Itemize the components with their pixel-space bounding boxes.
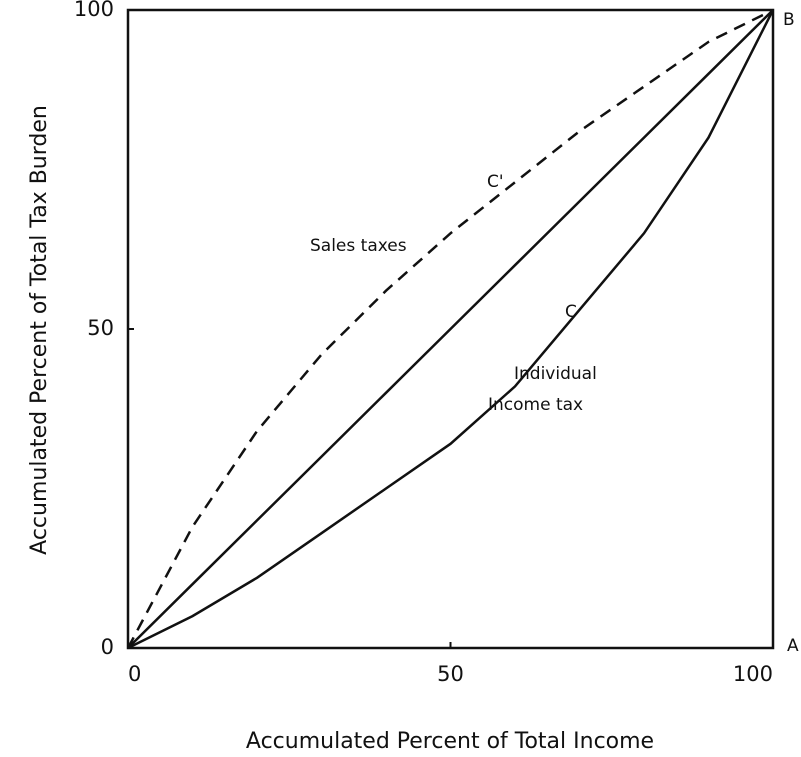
- series-label: C: [565, 302, 577, 322]
- series-line: [126, 8, 774, 649]
- y-tick-label: 0: [101, 635, 114, 659]
- y-axis-title: Accumulated Percent of Total Tax Burden: [27, 105, 52, 555]
- y-tick-label: 50: [87, 316, 114, 340]
- series-line: [127, 9, 774, 649]
- series-label: C': [487, 172, 504, 192]
- annotation: Individual: [514, 364, 597, 384]
- y-tick-label: 100: [74, 0, 114, 21]
- x-axis-title: Accumulated Percent of Total Income: [246, 729, 654, 754]
- x-tick-label: 0: [128, 662, 141, 686]
- annotation: A: [787, 636, 799, 656]
- annotation: Sales taxes: [310, 236, 407, 256]
- annotation: Income tax: [488, 395, 583, 415]
- x-tick-label: 100: [733, 662, 773, 686]
- x-tick-label: 50: [437, 662, 464, 686]
- series-line: [127, 9, 775, 650]
- annotation: B: [783, 10, 795, 30]
